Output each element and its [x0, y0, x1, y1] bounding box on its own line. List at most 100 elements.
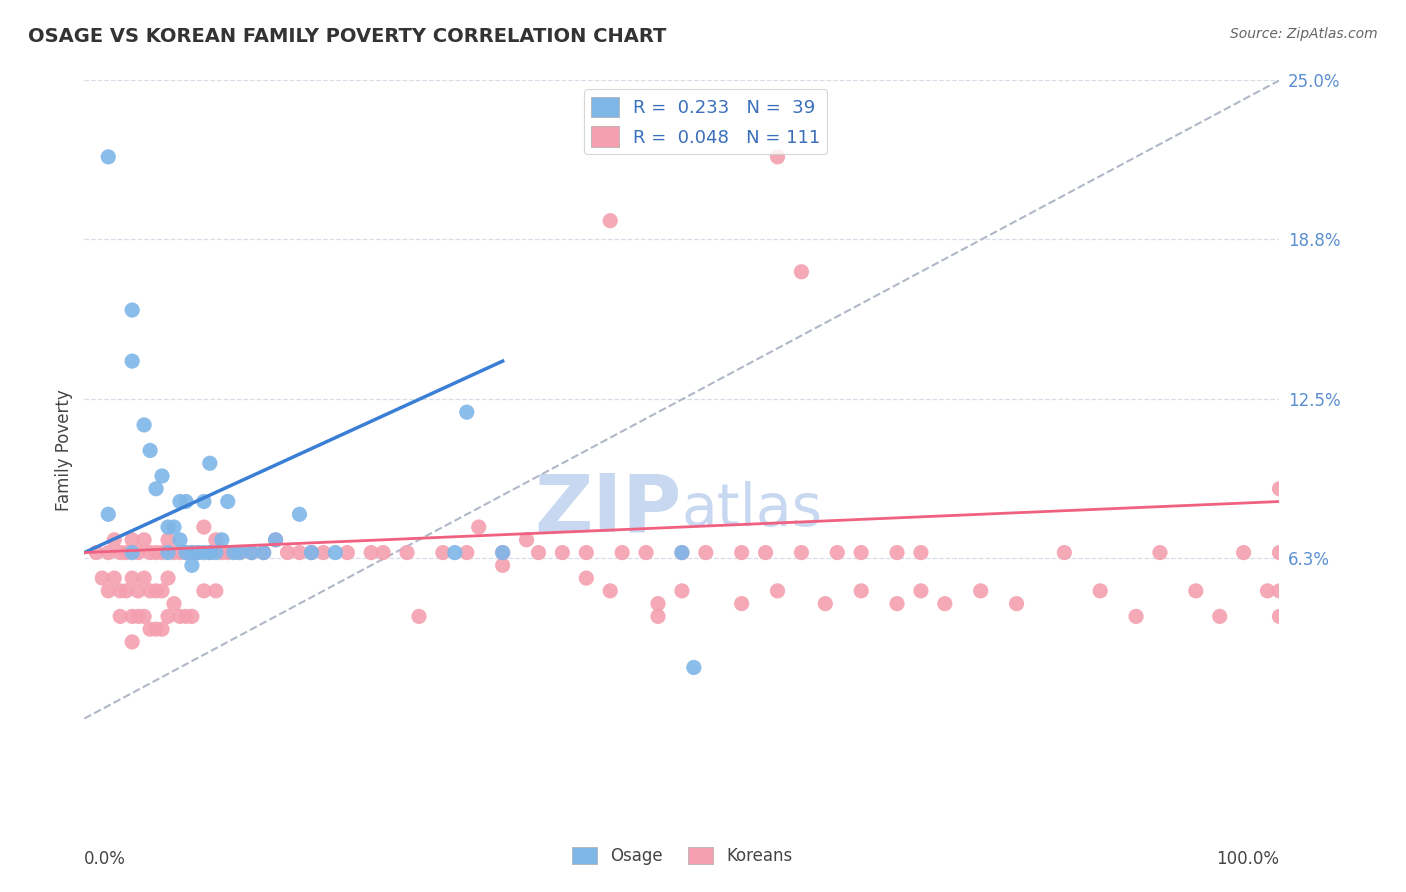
Point: [551, 545, 574, 559]
Point: [253, 545, 276, 559]
Point: [145, 482, 167, 496]
Point: [222, 545, 245, 559]
Point: [468, 520, 491, 534]
Point: [217, 494, 239, 508]
Point: [174, 545, 197, 559]
Point: [1268, 482, 1291, 496]
Point: [229, 545, 252, 559]
Point: [97, 150, 120, 164]
Point: [174, 609, 197, 624]
Point: [575, 571, 598, 585]
Point: [755, 545, 778, 559]
Point: [121, 354, 143, 368]
Point: [1268, 609, 1291, 624]
Point: [145, 583, 167, 598]
Point: [157, 571, 180, 585]
Point: [115, 583, 138, 598]
Point: [277, 545, 299, 559]
Point: [139, 545, 162, 559]
Point: [115, 545, 138, 559]
Point: [139, 583, 162, 598]
Point: [456, 545, 478, 559]
Point: [127, 609, 149, 624]
Point: [240, 545, 263, 559]
Point: [647, 597, 669, 611]
Point: [181, 558, 204, 573]
Point: [110, 609, 132, 624]
Point: [205, 533, 228, 547]
Point: [1125, 609, 1147, 624]
Point: [671, 545, 693, 559]
Point: [150, 545, 173, 559]
Point: [139, 443, 162, 458]
Point: [886, 597, 908, 611]
Point: [97, 545, 120, 559]
Point: [193, 583, 215, 598]
Point: [373, 545, 395, 559]
Point: [886, 545, 908, 559]
Point: [636, 545, 658, 559]
Point: [827, 545, 849, 559]
Point: [139, 622, 162, 636]
Point: [766, 150, 789, 164]
Point: [312, 545, 335, 559]
Point: [198, 545, 221, 559]
Point: [683, 660, 706, 674]
Point: [1185, 583, 1208, 598]
Point: [1005, 597, 1028, 611]
Point: [456, 405, 478, 419]
Point: [910, 545, 932, 559]
Point: [599, 213, 621, 227]
Point: [181, 545, 204, 559]
Point: [408, 609, 430, 624]
Point: [103, 571, 125, 585]
Point: [187, 545, 209, 559]
Point: [121, 635, 143, 649]
Point: [851, 545, 873, 559]
Point: [671, 583, 693, 598]
Point: [97, 508, 120, 522]
Point: [288, 508, 311, 522]
Point: [157, 545, 180, 559]
Point: [1257, 583, 1279, 598]
Text: atlas: atlas: [682, 481, 823, 538]
Point: [169, 533, 191, 547]
Point: [264, 533, 287, 547]
Point: [1090, 583, 1112, 598]
Point: [211, 533, 233, 547]
Point: [527, 545, 550, 559]
Point: [193, 494, 215, 508]
Legend: Osage, Koreans: Osage, Koreans: [565, 840, 799, 871]
Point: [132, 533, 156, 547]
Point: [970, 583, 993, 598]
Point: [187, 545, 209, 559]
Point: [1053, 545, 1076, 559]
Point: [132, 609, 156, 624]
Point: [240, 545, 263, 559]
Point: [1268, 545, 1291, 559]
Text: 0.0%: 0.0%: [84, 850, 127, 868]
Point: [217, 545, 239, 559]
Point: [432, 545, 454, 559]
Point: [731, 597, 754, 611]
Point: [766, 583, 789, 598]
Point: [731, 545, 754, 559]
Point: [163, 545, 186, 559]
Point: [1233, 545, 1256, 559]
Point: [145, 622, 167, 636]
Point: [157, 609, 180, 624]
Point: [163, 597, 186, 611]
Point: [934, 597, 956, 611]
Point: [193, 545, 215, 559]
Point: [193, 520, 215, 534]
Point: [150, 469, 173, 483]
Point: [110, 545, 132, 559]
Point: [121, 571, 143, 585]
Point: [205, 583, 228, 598]
Point: [814, 597, 837, 611]
Y-axis label: Family Poverty: Family Poverty: [55, 390, 73, 511]
Text: OSAGE VS KOREAN FAMILY POVERTY CORRELATION CHART: OSAGE VS KOREAN FAMILY POVERTY CORRELATI…: [28, 27, 666, 45]
Point: [229, 545, 252, 559]
Point: [790, 545, 813, 559]
Point: [127, 545, 149, 559]
